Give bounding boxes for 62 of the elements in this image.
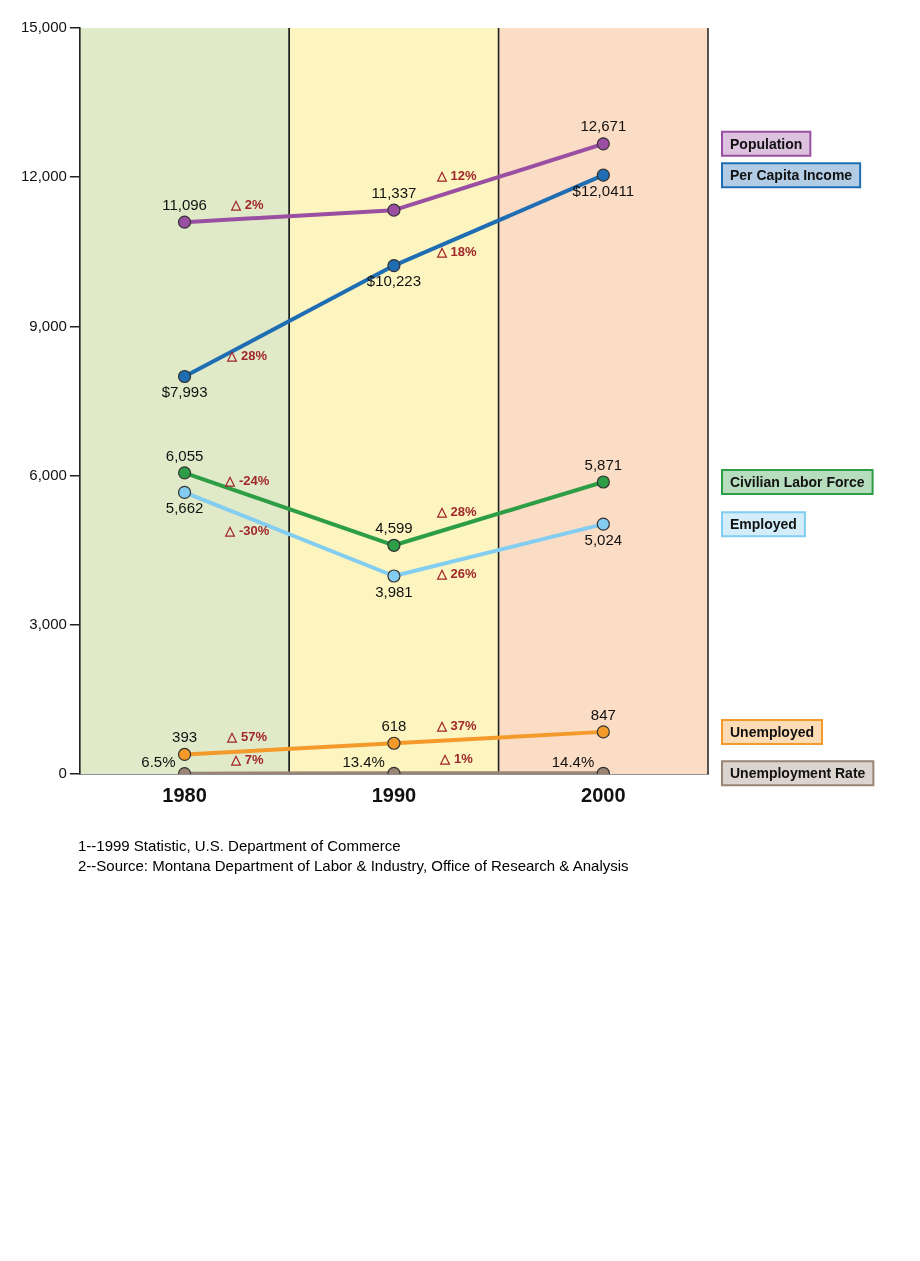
point (596, 517, 610, 531)
point (177, 215, 192, 229)
data-label: 5,662 (165, 499, 204, 517)
y-tick-label: 15,000 (20, 18, 67, 36)
text: Population (730, 135, 803, 152)
point (387, 538, 401, 552)
data-label: 5,871 (584, 455, 623, 473)
data-label: $12,0411 (572, 181, 635, 199)
annotation: △ 18% (435, 243, 477, 259)
annotation: △ 2% (230, 196, 264, 212)
data-label: $10,223 (366, 272, 422, 290)
data-label: 618 (381, 716, 407, 734)
annotation: △ -24% (224, 472, 270, 488)
point (387, 736, 401, 750)
point (387, 258, 401, 273)
point (387, 569, 401, 583)
data-label: $7,993 (161, 383, 208, 401)
annotation: △ 1% (439, 751, 474, 767)
point (596, 168, 610, 182)
data-label: 847 (590, 705, 616, 723)
x-tick-label: 1990 (371, 783, 417, 806)
y-tick-label: 3,000 (29, 614, 67, 632)
annotation: △ 26% (435, 565, 477, 581)
data-label: 11,337 (371, 183, 417, 201)
x-tick-label: 1980 (162, 783, 207, 806)
data-label: 13.4% (342, 752, 385, 770)
text: Civilian Labor Force (730, 473, 865, 490)
text: Unemployment Rate (730, 765, 866, 782)
text: Per Capita Income (730, 167, 853, 184)
text: Unemployed (730, 723, 815, 740)
data-label: 5,024 (584, 530, 623, 548)
annotation: △ 12% (435, 168, 477, 184)
point (596, 475, 610, 489)
y-tick-label: 6,000 (29, 465, 67, 483)
y-tick-label: 9,000 (29, 316, 67, 334)
data-label: 3,981 (375, 582, 413, 600)
point (596, 725, 610, 739)
data-label: 14.4% (551, 752, 595, 770)
y-tick-label: 12,000 (20, 167, 67, 185)
point (177, 485, 192, 500)
point (177, 747, 192, 762)
point (177, 466, 192, 480)
point (596, 137, 610, 151)
annotation: △ 28% (226, 348, 268, 364)
annotation: △ 37% (435, 717, 477, 733)
text: 2--Source: Montana Department of Labor & Industry, Office of Research & Analysis (78, 856, 630, 876)
annotation: △ 28% (435, 504, 477, 520)
data-label: 6,055 (165, 446, 204, 464)
annotation: △ 7% (230, 751, 264, 767)
data-label: 393 (172, 728, 198, 746)
x-tick-label: 2000 (581, 783, 626, 806)
data-label: 6.5% (141, 753, 176, 771)
annotation: △ -30% (224, 522, 270, 538)
data-label: 12,671 (580, 117, 627, 135)
point (387, 203, 401, 217)
data-label: 11,096 (162, 195, 207, 213)
point (177, 369, 192, 384)
annotation: △ 57% (226, 729, 268, 745)
text: Employed (730, 516, 797, 532)
text: 1--1999 Statistic, U.S. Department of Commerce (78, 836, 402, 856)
data-label: 4,599 (375, 518, 413, 536)
y-tick-label: 0 (58, 764, 67, 782)
